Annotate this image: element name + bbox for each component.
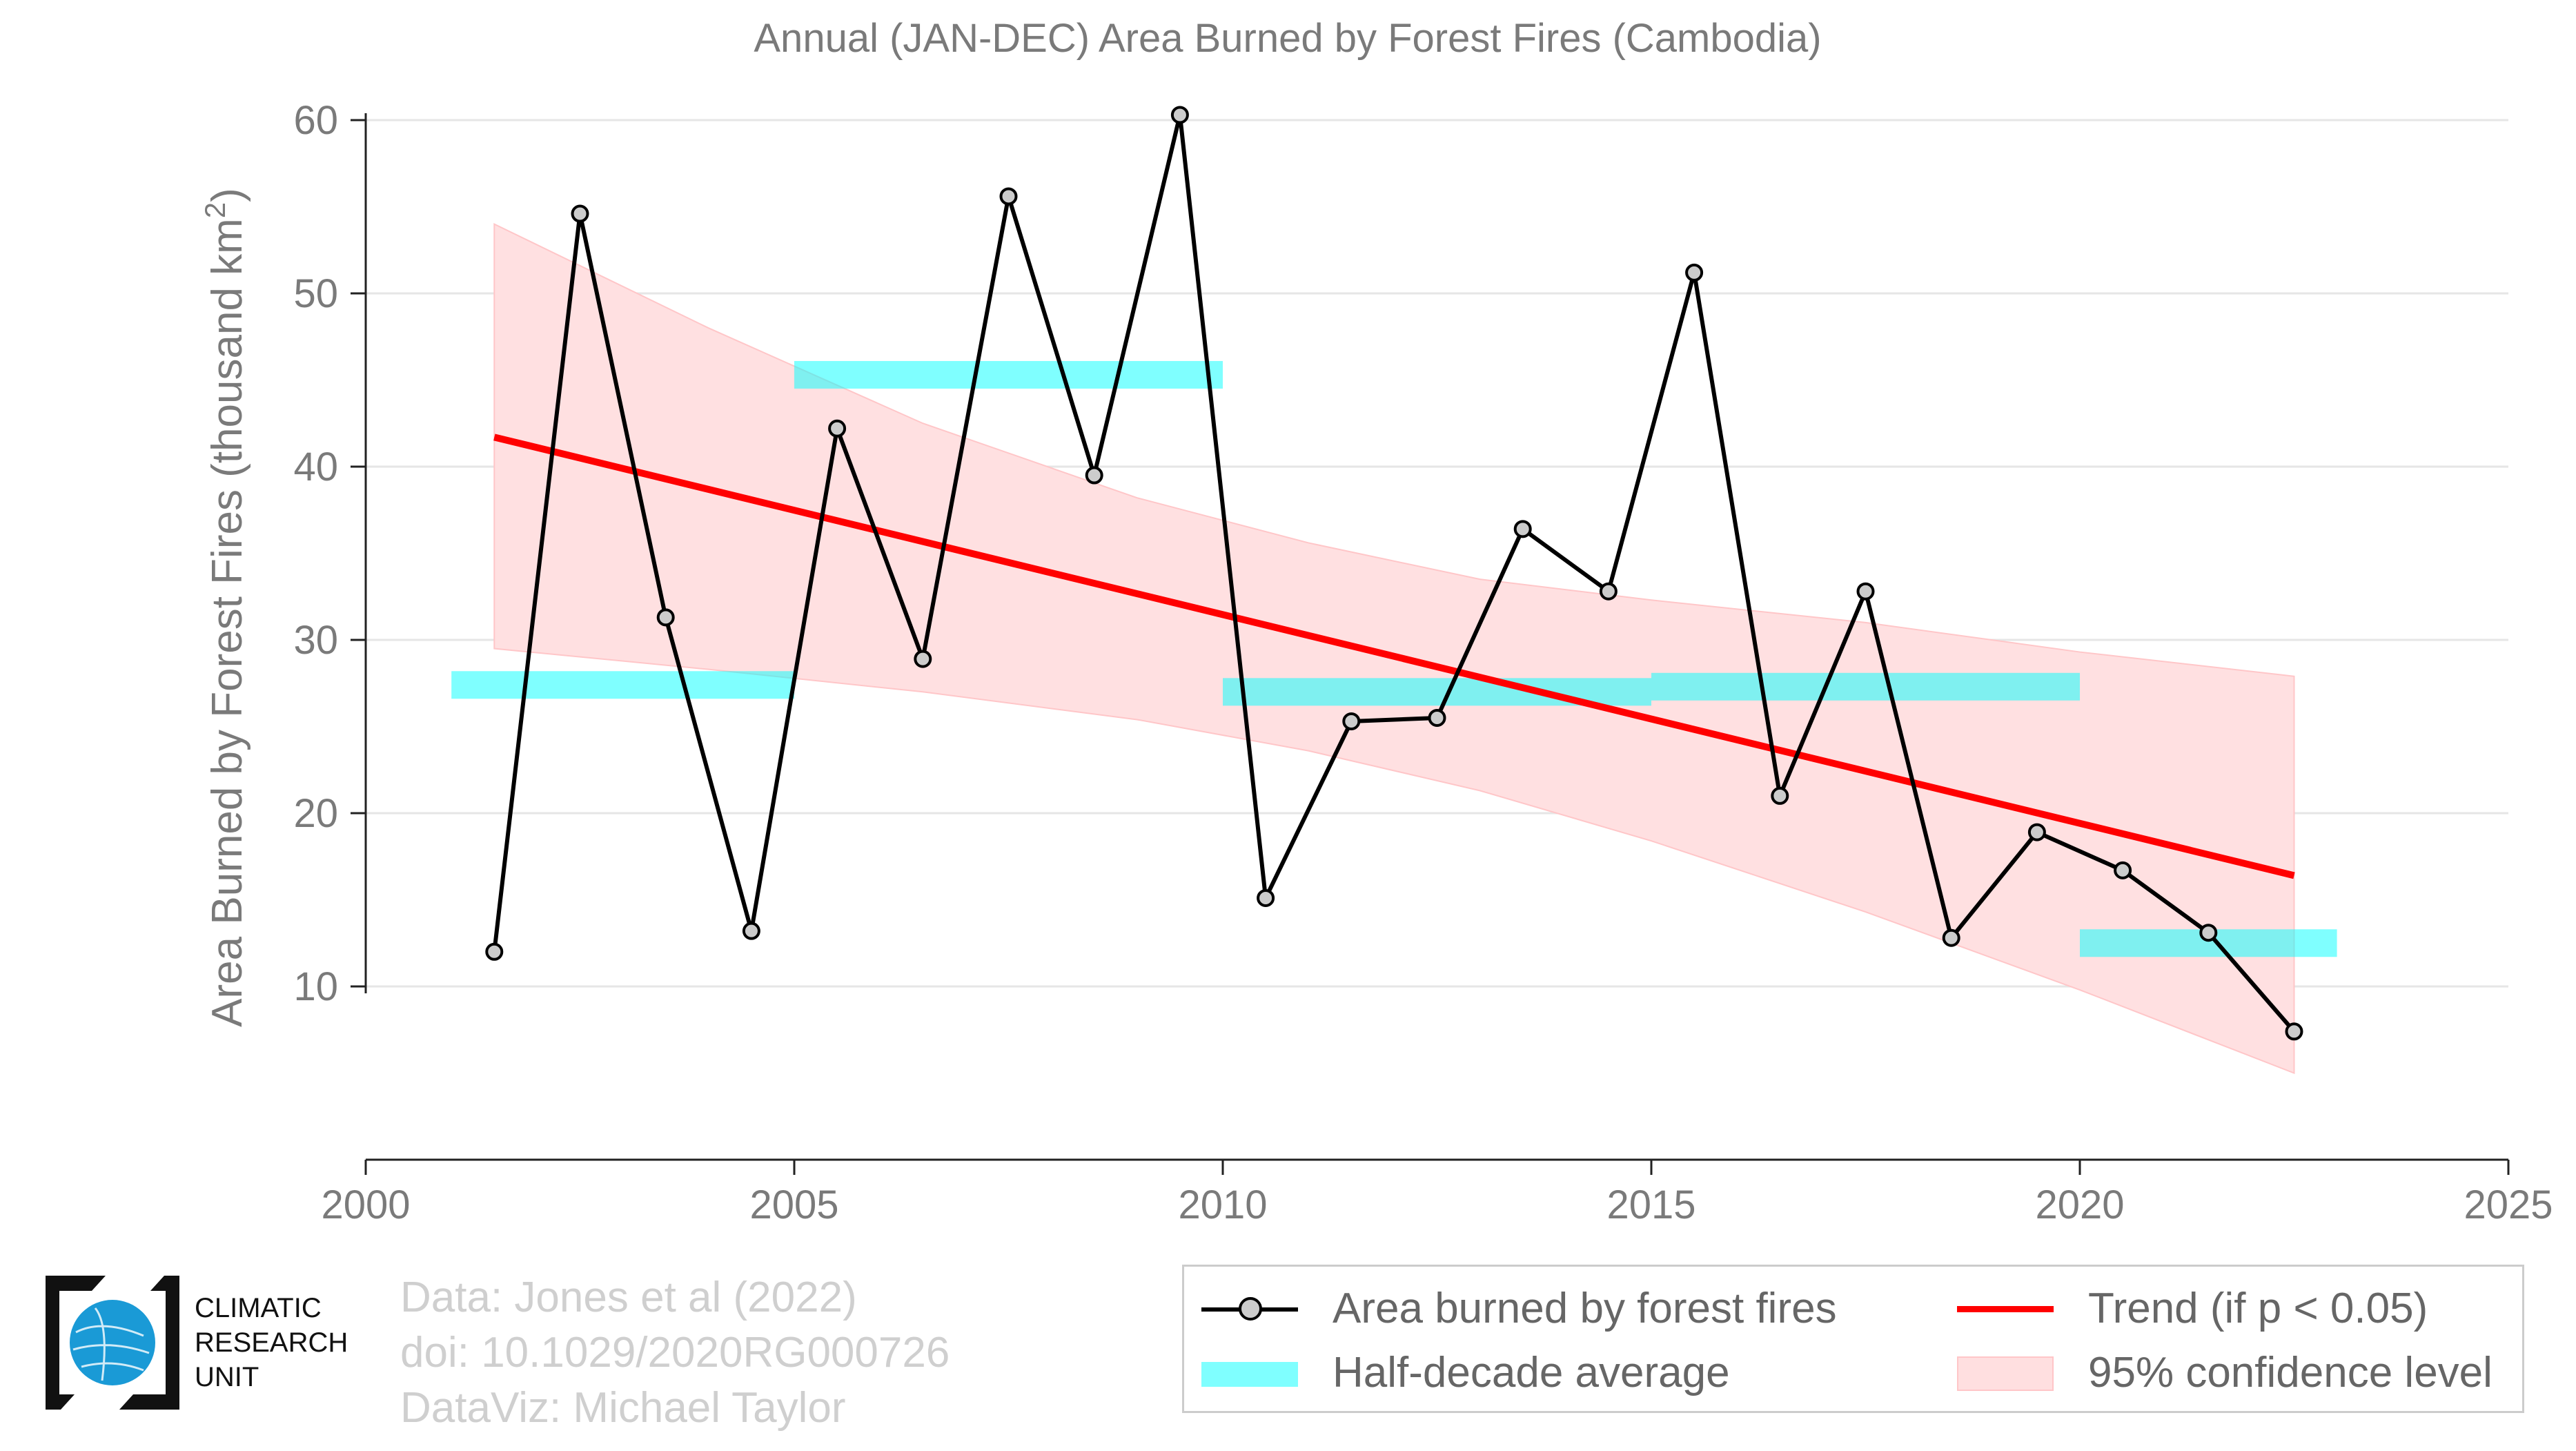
trend-line-segment xyxy=(493,434,2295,879)
data-point-0 xyxy=(485,942,504,961)
legend-item-half-decade: Half-decade average xyxy=(1201,1348,1730,1397)
y-tick-label-5: 60 xyxy=(293,98,338,143)
data-point-18 xyxy=(2027,823,2046,841)
credit-data: Data: Jones et al (2022) xyxy=(400,1274,857,1321)
data-point-5 xyxy=(914,650,932,668)
x-tick-label-5: 2025 xyxy=(2464,1182,2553,1227)
data-point-17 xyxy=(1942,928,1960,947)
x-tick-label-1: 2005 xyxy=(749,1182,838,1227)
half-decade-bar-0 xyxy=(451,671,794,699)
x-tick-label-4: 2020 xyxy=(2035,1182,2124,1227)
data-point-19 xyxy=(2114,861,2132,879)
data-point-16 xyxy=(1856,582,1875,601)
y-tick-label-3: 40 xyxy=(293,445,338,489)
legend-label-area: Area burned by forest fires xyxy=(1333,1285,1837,1332)
chart-title: Annual (JAN-DEC) Area Burned by Forest F… xyxy=(754,16,1821,61)
data-point-13 xyxy=(1599,582,1618,601)
legend-label-half-decade: Half-decade average xyxy=(1333,1349,1730,1396)
legend-line-marker-icon xyxy=(1201,1288,1298,1330)
y-axis-label: Area Burned by Forest Fires (thousand km… xyxy=(199,188,251,1027)
data-point-2 xyxy=(656,608,675,627)
legend-item-trend: Trend (if p < 0.05) xyxy=(1957,1284,2428,1333)
y-tick-label-1: 20 xyxy=(293,791,338,836)
legend: Area burned by forest fires Half-decade … xyxy=(1182,1265,2524,1413)
y-tick-label-0: 10 xyxy=(293,964,338,1009)
legend-label-confidence: 95% confidence level xyxy=(2088,1349,2493,1396)
legend-item-confidence: 95% confidence level xyxy=(1957,1348,2493,1397)
data-point-1 xyxy=(571,204,589,223)
legend-label-trend: Trend (if p < 0.05) xyxy=(2088,1285,2428,1332)
series-line xyxy=(492,113,2296,1033)
half-decade-bar-1 xyxy=(794,360,1223,389)
data-point-3 xyxy=(742,922,760,940)
data-point-9 xyxy=(1257,888,1275,907)
data-series xyxy=(485,106,2303,1041)
logo-line-3: UNIT xyxy=(195,1362,259,1392)
data-point-7 xyxy=(1085,466,1103,485)
trend-line xyxy=(493,434,2295,879)
data-point-21 xyxy=(2285,1022,2303,1041)
x-tick-label-0: 2000 xyxy=(321,1182,410,1227)
credit-dataviz: DataViz: Michael Taylor xyxy=(400,1384,846,1432)
data-point-15 xyxy=(1771,786,1789,805)
y-tick-label-2: 30 xyxy=(293,618,338,663)
legend-item-area: Area burned by forest fires xyxy=(1201,1284,1837,1333)
y-tick-label-4: 50 xyxy=(293,271,338,316)
credit-doi: doi: 10.1029/2020RG000726 xyxy=(400,1329,950,1376)
confidence-band-area xyxy=(493,223,2295,1074)
data-point-6 xyxy=(999,187,1018,206)
legend-pink-box-icon xyxy=(1957,1352,2054,1394)
data-point-14 xyxy=(1685,263,1704,282)
half-decade-bar-3 xyxy=(1651,672,2080,701)
x-tick-label-3: 2015 xyxy=(1606,1182,1695,1227)
x-tick-label-2: 2010 xyxy=(1178,1182,1267,1227)
x-axis: 2000 2005 2010 2015 2020 2025 xyxy=(321,1158,2553,1227)
half-decade-bars xyxy=(451,360,2337,957)
data-credits: Data: Jones et al (2022) doi: 10.1029/20… xyxy=(400,1270,950,1436)
data-point-8 xyxy=(1170,106,1189,124)
legend-cyan-bar-icon xyxy=(1201,1352,1298,1394)
cru-logo xyxy=(40,1270,185,1415)
cru-logo-text: CLIMATIC RESEARCH UNIT xyxy=(195,1291,348,1394)
confidence-band xyxy=(493,223,2295,1074)
logo-line-2: RESEARCH xyxy=(195,1327,348,1358)
logo-line-1: CLIMATIC xyxy=(195,1293,322,1323)
cru-logo-icon xyxy=(46,1276,179,1410)
data-point-20 xyxy=(2199,924,2218,942)
data-point-10 xyxy=(1342,712,1361,730)
data-point-11 xyxy=(1428,708,1446,727)
data-point-4 xyxy=(828,419,847,438)
legend-red-line-icon xyxy=(1957,1288,2054,1330)
y-axis: 10 20 30 40 50 60 xyxy=(293,98,367,1009)
data-point-12 xyxy=(1513,520,1532,538)
